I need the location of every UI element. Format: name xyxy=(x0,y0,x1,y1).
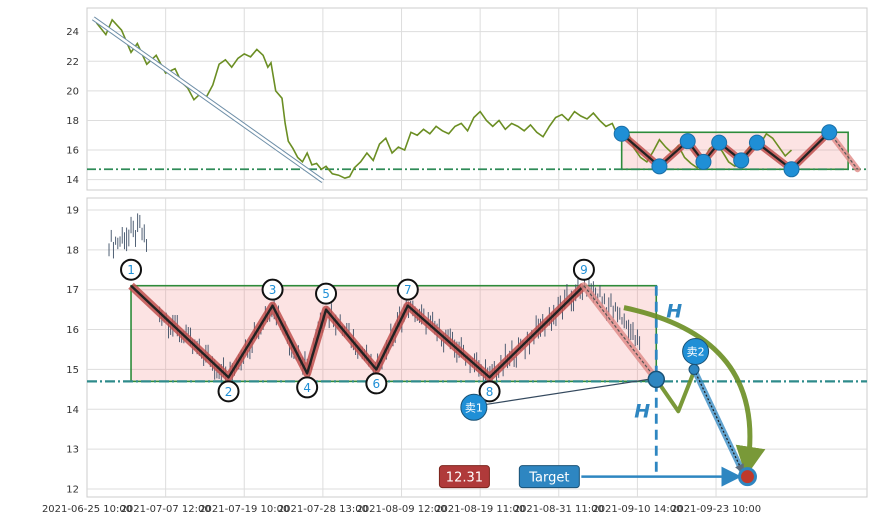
pattern-point-label: 1 xyxy=(127,263,135,277)
projection-path xyxy=(654,370,696,414)
target-label-badge xyxy=(518,465,580,489)
pattern-point-marker xyxy=(396,278,419,301)
pattern-point-marker xyxy=(296,376,319,399)
target-value-badge xyxy=(438,465,490,489)
target-label: Target xyxy=(528,471,569,486)
pattern-point-marker xyxy=(572,258,595,281)
target-value-label: 12.31 xyxy=(446,471,483,486)
bottom-y-tick-label: 15 xyxy=(66,365,79,376)
bottom-zigzag-line xyxy=(130,284,585,379)
sell1-callout xyxy=(460,393,488,421)
bottom-y-tick-label: 18 xyxy=(66,245,79,256)
top-y-tick-label: 14 xyxy=(66,175,79,186)
pattern-point-label: 5 xyxy=(322,287,330,301)
x-tick-label: 2021-08-19 11:00 xyxy=(435,504,525,515)
top-pattern-point xyxy=(821,124,838,141)
x-tick-label: 2021-09-10 14:00 xyxy=(592,504,682,515)
bottom-y-tick-label: 19 xyxy=(66,205,79,216)
bottom-y-tick-label: 12 xyxy=(66,485,79,496)
bottom-y-tick-label: 14 xyxy=(66,405,79,416)
top-pattern-point xyxy=(695,153,712,170)
pattern-point-label: 8 xyxy=(486,385,494,399)
top-trend-arrow xyxy=(92,17,324,183)
top-y-tick-label: 16 xyxy=(66,146,79,157)
x-tick-label: 2021-07-19 10:00 xyxy=(199,504,289,515)
top-pattern-point xyxy=(733,152,750,169)
sell2-target-arrow xyxy=(693,369,744,474)
pattern-point-marker xyxy=(365,372,388,395)
pattern-point-marker xyxy=(315,282,338,305)
pattern-point-marker xyxy=(261,278,284,301)
pattern-point-label: 9 xyxy=(580,263,588,277)
top-y-tick-label: 18 xyxy=(66,116,79,127)
top-y-tick-label: 24 xyxy=(66,27,79,38)
pattern-point-marker xyxy=(478,380,501,403)
pattern-point-marker xyxy=(217,380,240,403)
top-y-tick-label: 20 xyxy=(66,86,79,97)
top-pattern-point xyxy=(679,133,696,150)
x-tick-label: 2021-06-25 10:00 xyxy=(42,504,132,515)
curved-target-arrow xyxy=(623,305,766,477)
x-tick-label: 2021-08-31 11:00 xyxy=(514,504,604,515)
pattern-point-label: 4 xyxy=(303,381,311,395)
x-tick-label: 2021-09-23 10:00 xyxy=(671,504,761,515)
x-tick-label: 2021-08-09 12:00 xyxy=(356,504,446,515)
top-pattern-point xyxy=(613,125,630,142)
sell2-label: 卖2 xyxy=(687,345,705,358)
bottom-y-tick-label: 17 xyxy=(66,285,79,296)
bottom-zigzag-extension xyxy=(580,282,660,383)
top-pattern-point xyxy=(783,161,800,178)
sell2-marker xyxy=(688,363,700,375)
x-tick-label: 2021-07-07 12:00 xyxy=(121,504,211,515)
pattern-point-label: 2 xyxy=(225,385,233,399)
top-pattern-point xyxy=(748,134,765,151)
pattern-point-label: 6 xyxy=(373,377,381,391)
x-tick-label: 2021-07-28 13:00 xyxy=(278,504,368,515)
height-label-upper: H xyxy=(666,301,682,323)
top-pattern-point xyxy=(711,134,728,151)
top-pattern-point xyxy=(651,158,668,175)
top-panel: 14 16 18 20 22 24 xyxy=(66,7,868,191)
sell2-callout xyxy=(682,337,710,365)
sell1-marker xyxy=(647,370,666,389)
sell1-label: 卖1 xyxy=(465,401,483,414)
pattern-point-label: 7 xyxy=(404,283,412,297)
target-marker xyxy=(737,467,757,487)
pattern-point-label: 3 xyxy=(269,283,277,297)
height-label-lower: H xyxy=(634,400,650,422)
sell1-callout-line xyxy=(486,378,649,405)
top-y-tick-label: 22 xyxy=(66,57,79,68)
pattern-point-marker xyxy=(120,258,143,281)
bottom-y-tick-label: 13 xyxy=(66,445,79,456)
bottom-y-tick-label: 16 xyxy=(66,325,79,336)
